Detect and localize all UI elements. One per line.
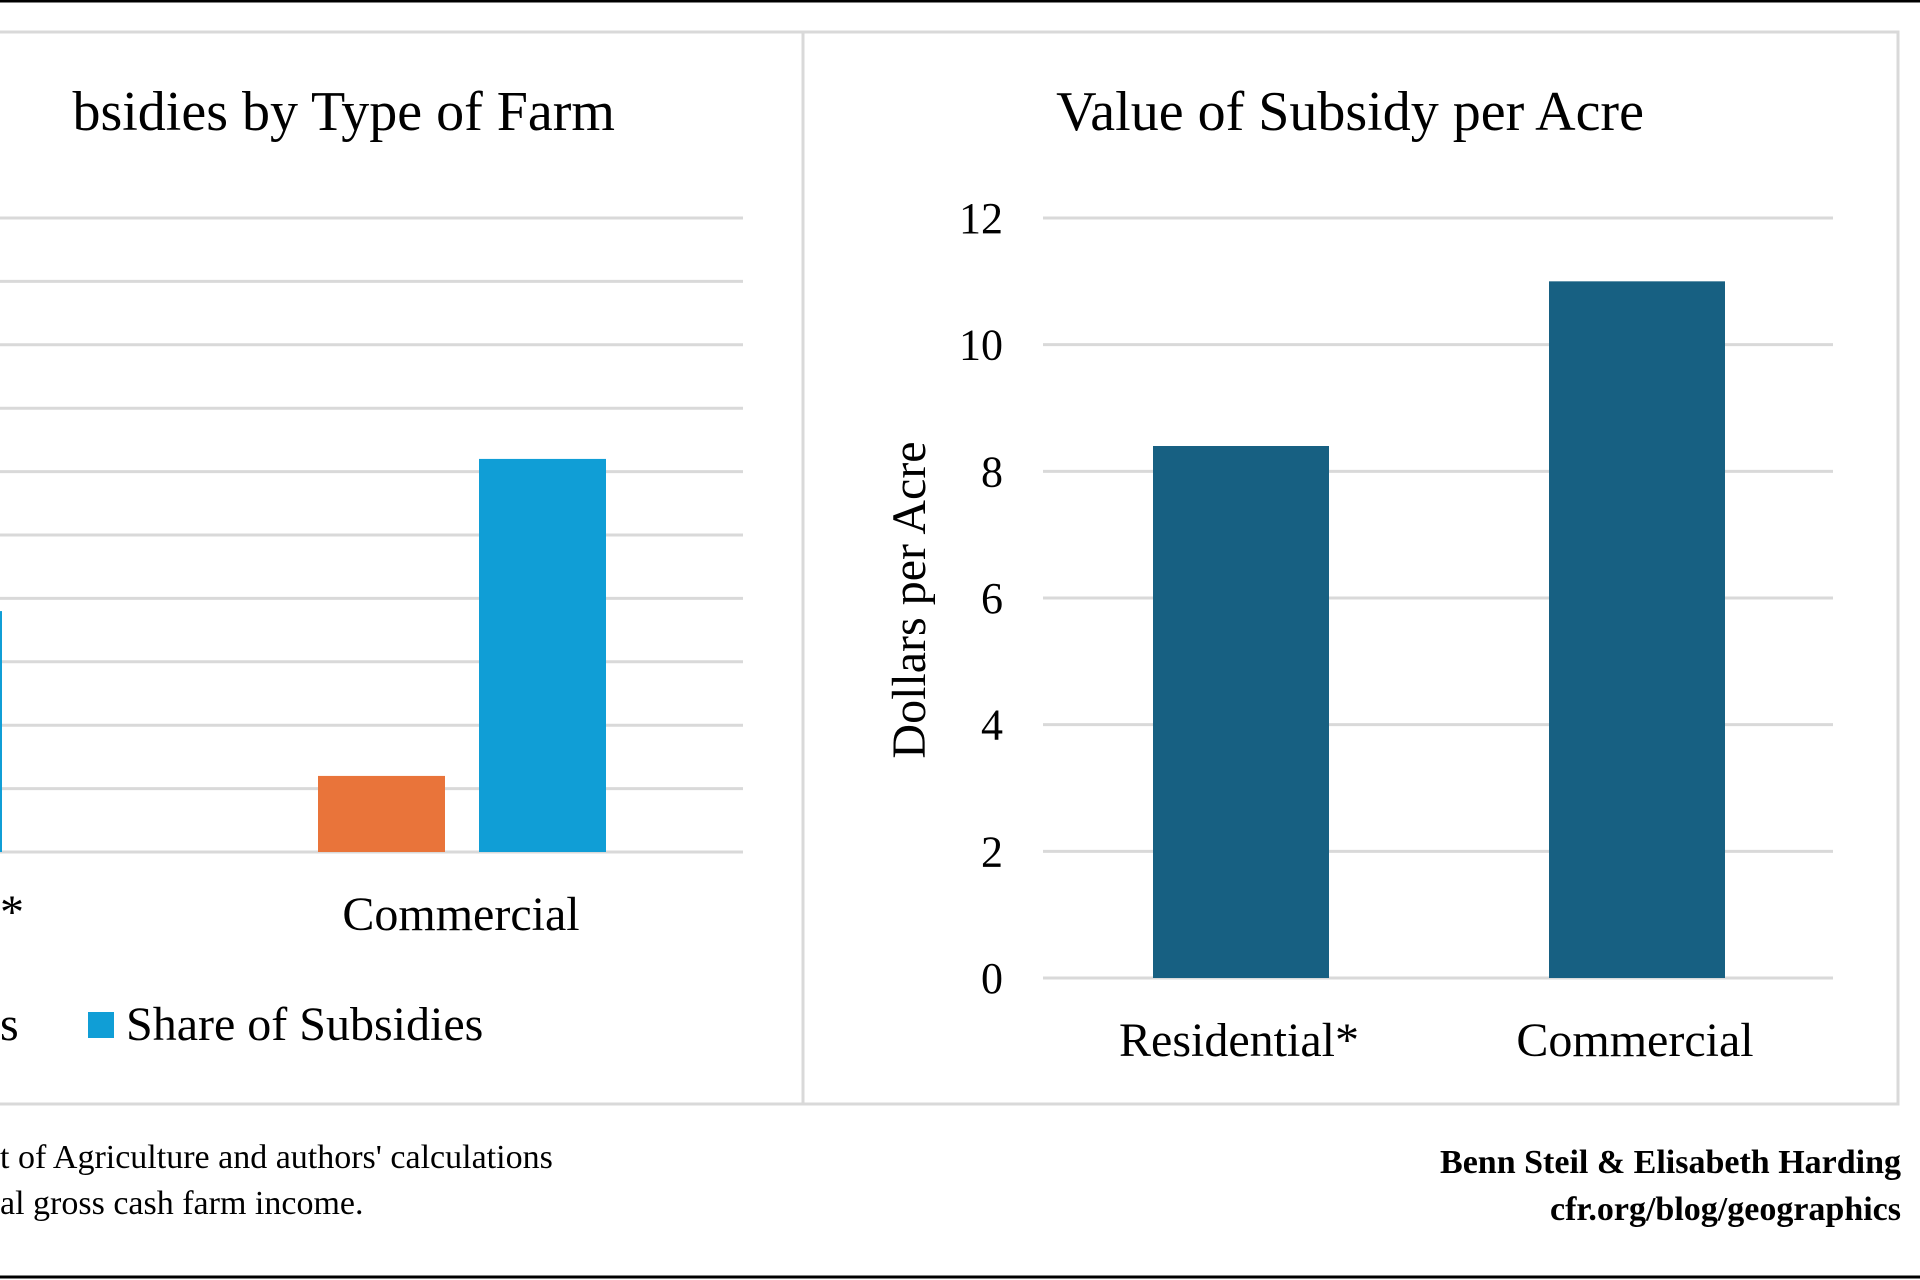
source-url: cfr.org/blog/geographics: [1550, 1191, 1901, 1228]
legend-swatch-subsidies: [88, 1012, 114, 1038]
right-category-label: Residential*: [1119, 1014, 1359, 1067]
y-tick-label: 10: [959, 321, 1003, 370]
note-text: al gross cash farm income.: [0, 1185, 364, 1222]
bar-commercial: [1549, 281, 1725, 978]
right-y-tick-labels: 0 2 4 6 8 10 12: [959, 194, 1003, 1003]
left-chart-title: bsidies by Type of Farm: [72, 81, 615, 143]
right-chart-title: Value of Subsidy per Acre: [1056, 81, 1644, 143]
y-tick-label: 6: [981, 574, 1003, 623]
y-tick-label: 12: [959, 194, 1003, 243]
legend-label-subsidies: Share of Subsidies: [126, 998, 483, 1051]
right-category-label: Commercial: [1516, 1014, 1753, 1067]
right-bars: [1153, 281, 1725, 978]
left-bars: [0, 458, 606, 852]
bar-subsidies-: [0, 611, 2, 852]
bar-farms-commercial: [318, 775, 445, 852]
left-category-label: *: [0, 886, 24, 939]
y-tick-label: 0: [981, 954, 1003, 1003]
y-axis-label: Dollars per Acre: [883, 441, 936, 758]
authors-credit: Benn Steil & Elisabeth Harding: [1440, 1144, 1901, 1181]
legend-label-farms: s: [0, 998, 19, 1051]
bar-residential: [1153, 446, 1329, 978]
source-text: t of Agriculture and authors' calculatio…: [0, 1139, 553, 1176]
right-chart-panel: [801, 30, 1900, 1106]
bar-subsidies-commercial: [479, 458, 606, 852]
left-category-label: Commercial: [342, 888, 579, 941]
y-tick-label: 8: [981, 447, 1003, 496]
y-tick-label: 4: [981, 701, 1003, 750]
left-gridlines: [0, 216, 743, 854]
left-chart-panel: [0, 30, 805, 1106]
y-tick-label: 2: [981, 827, 1003, 876]
